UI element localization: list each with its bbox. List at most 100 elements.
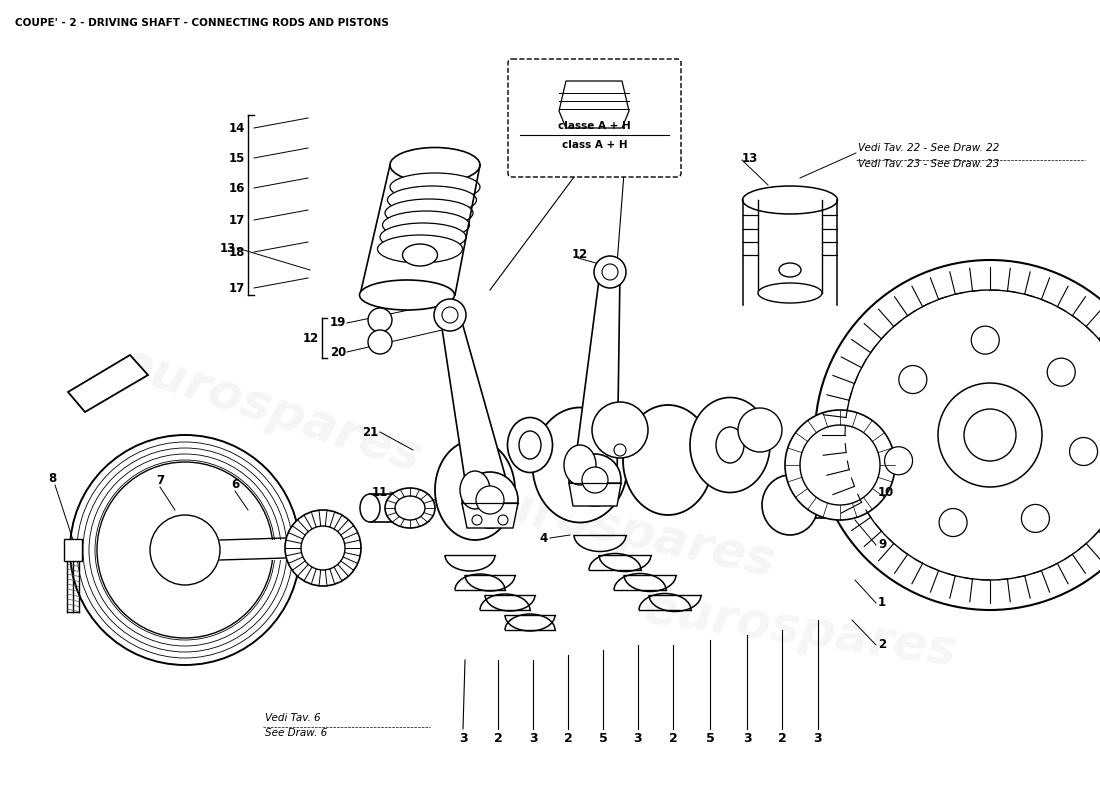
Text: 17: 17 [229, 214, 245, 226]
Text: 5: 5 [598, 731, 607, 745]
Text: classe A + H: classe A + H [558, 121, 631, 131]
Ellipse shape [434, 440, 515, 540]
Ellipse shape [779, 263, 801, 277]
Text: 2: 2 [563, 731, 572, 745]
Circle shape [285, 510, 361, 586]
Circle shape [70, 435, 300, 665]
Text: 21: 21 [362, 426, 378, 438]
Text: 6: 6 [231, 478, 239, 491]
Circle shape [476, 486, 504, 514]
Circle shape [368, 308, 392, 332]
Circle shape [1047, 358, 1075, 386]
Circle shape [368, 330, 392, 354]
Ellipse shape [385, 199, 473, 227]
Text: 5: 5 [705, 731, 714, 745]
Circle shape [899, 366, 927, 394]
Ellipse shape [460, 471, 490, 509]
Circle shape [592, 402, 648, 458]
Ellipse shape [742, 186, 837, 214]
Circle shape [498, 515, 508, 525]
Circle shape [602, 264, 618, 280]
FancyBboxPatch shape [508, 59, 681, 177]
Circle shape [442, 307, 458, 323]
Text: 13: 13 [220, 242, 236, 254]
Text: 11: 11 [372, 486, 388, 498]
Text: 1: 1 [878, 597, 887, 610]
Text: 2: 2 [778, 731, 786, 745]
Text: 10: 10 [878, 486, 894, 498]
Ellipse shape [360, 280, 454, 310]
Text: class A + H: class A + H [562, 140, 627, 150]
Text: 12: 12 [302, 331, 319, 345]
Ellipse shape [377, 235, 462, 263]
Circle shape [738, 408, 782, 452]
Ellipse shape [387, 186, 476, 214]
Text: 3: 3 [814, 731, 823, 745]
Text: Vedi Tav. 22 - See Draw. 22: Vedi Tav. 22 - See Draw. 22 [858, 143, 1000, 153]
Text: eurospares: eurospares [461, 474, 780, 586]
Text: 15: 15 [229, 151, 245, 165]
Text: 2: 2 [494, 731, 503, 745]
Circle shape [845, 290, 1100, 580]
Ellipse shape [403, 244, 438, 266]
Text: 2: 2 [878, 638, 887, 651]
Circle shape [472, 515, 482, 525]
Ellipse shape [564, 445, 596, 485]
Circle shape [785, 410, 895, 520]
Ellipse shape [623, 405, 713, 515]
Ellipse shape [762, 475, 818, 535]
Circle shape [462, 472, 518, 528]
Ellipse shape [519, 431, 541, 459]
Circle shape [1069, 438, 1098, 466]
Circle shape [614, 444, 626, 456]
Circle shape [964, 409, 1016, 461]
Text: 9: 9 [878, 538, 887, 551]
Text: 18: 18 [229, 246, 245, 258]
Circle shape [97, 462, 273, 638]
Polygon shape [569, 483, 622, 506]
Circle shape [884, 446, 913, 474]
Circle shape [569, 454, 622, 506]
Ellipse shape [690, 398, 770, 493]
Text: Vedi Tav. 23 - See Draw. 23: Vedi Tav. 23 - See Draw. 23 [858, 159, 1000, 169]
Circle shape [1022, 505, 1049, 533]
Text: 13: 13 [742, 151, 758, 165]
Text: 3: 3 [529, 731, 537, 745]
Bar [220, 540, 285, 560]
Text: 8: 8 [48, 471, 56, 485]
Text: 16: 16 [229, 182, 245, 194]
Ellipse shape [383, 211, 470, 239]
Text: 19: 19 [330, 317, 346, 330]
Text: 3: 3 [634, 731, 642, 745]
Ellipse shape [395, 496, 425, 520]
Text: 3: 3 [459, 731, 468, 745]
Circle shape [594, 256, 626, 288]
Text: Vedi Tav. 6: Vedi Tav. 6 [265, 713, 320, 723]
Circle shape [150, 515, 220, 585]
Text: 3: 3 [742, 731, 751, 745]
Text: 2: 2 [669, 731, 678, 745]
Text: 4: 4 [540, 531, 548, 545]
Ellipse shape [385, 488, 435, 528]
Text: COUPE' - 2 - DRIVING SHAFT - CONNECTING RODS AND PISTONS: COUPE' - 2 - DRIVING SHAFT - CONNECTING … [15, 18, 389, 28]
Circle shape [938, 383, 1042, 487]
Circle shape [971, 326, 999, 354]
Ellipse shape [758, 283, 822, 303]
Polygon shape [68, 355, 148, 412]
Ellipse shape [360, 494, 379, 522]
Ellipse shape [532, 407, 627, 522]
Text: eurospares: eurospares [640, 584, 960, 676]
Text: 17: 17 [229, 282, 245, 294]
Text: 7: 7 [156, 474, 164, 486]
Text: 14: 14 [229, 122, 245, 134]
Circle shape [815, 260, 1100, 610]
Ellipse shape [716, 427, 744, 463]
Bar [64, 539, 82, 561]
Polygon shape [573, 272, 620, 480]
Polygon shape [559, 81, 629, 128]
Circle shape [434, 299, 466, 331]
Ellipse shape [390, 173, 480, 201]
Polygon shape [440, 315, 512, 500]
Text: eurospares: eurospares [112, 338, 428, 482]
Text: 12: 12 [572, 249, 588, 262]
